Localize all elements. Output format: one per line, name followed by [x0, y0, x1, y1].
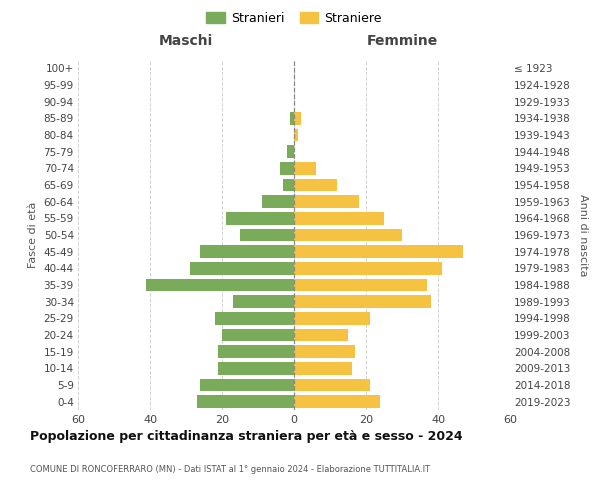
Bar	[294, 196, 359, 208]
Bar	[287, 146, 294, 158]
Bar	[294, 162, 316, 174]
Bar	[200, 246, 294, 258]
Bar	[294, 379, 370, 391]
Bar	[294, 396, 380, 408]
Text: Femmine: Femmine	[367, 34, 437, 48]
Bar	[190, 262, 294, 274]
Bar	[146, 279, 294, 291]
Bar	[280, 162, 294, 174]
Bar	[262, 196, 294, 208]
Bar	[294, 262, 442, 274]
Bar	[294, 346, 355, 358]
Bar	[294, 112, 301, 124]
Bar	[218, 346, 294, 358]
Bar	[294, 229, 402, 241]
Bar	[294, 129, 298, 141]
Bar	[218, 362, 294, 374]
Bar	[294, 312, 370, 324]
Text: Maschi: Maschi	[159, 34, 213, 48]
Bar	[197, 396, 294, 408]
Bar	[233, 296, 294, 308]
Bar	[290, 112, 294, 124]
Bar	[283, 179, 294, 192]
Bar	[294, 179, 337, 192]
Bar	[294, 362, 352, 374]
Bar	[294, 212, 384, 224]
Bar	[294, 296, 431, 308]
Bar	[226, 212, 294, 224]
Bar	[294, 246, 463, 258]
Bar	[240, 229, 294, 241]
Bar	[222, 329, 294, 341]
Bar	[215, 312, 294, 324]
Text: COMUNE DI RONCOFERRARO (MN) - Dati ISTAT al 1° gennaio 2024 - Elaborazione TUTTI: COMUNE DI RONCOFERRARO (MN) - Dati ISTAT…	[30, 465, 430, 474]
Y-axis label: Anni di nascita: Anni di nascita	[578, 194, 587, 276]
Text: Popolazione per cittadinanza straniera per età e sesso - 2024: Popolazione per cittadinanza straniera p…	[30, 430, 463, 443]
Bar	[294, 279, 427, 291]
Bar	[294, 329, 348, 341]
Y-axis label: Fasce di età: Fasce di età	[28, 202, 38, 268]
Legend: Stranieri, Straniere: Stranieri, Straniere	[201, 7, 387, 30]
Bar	[200, 379, 294, 391]
